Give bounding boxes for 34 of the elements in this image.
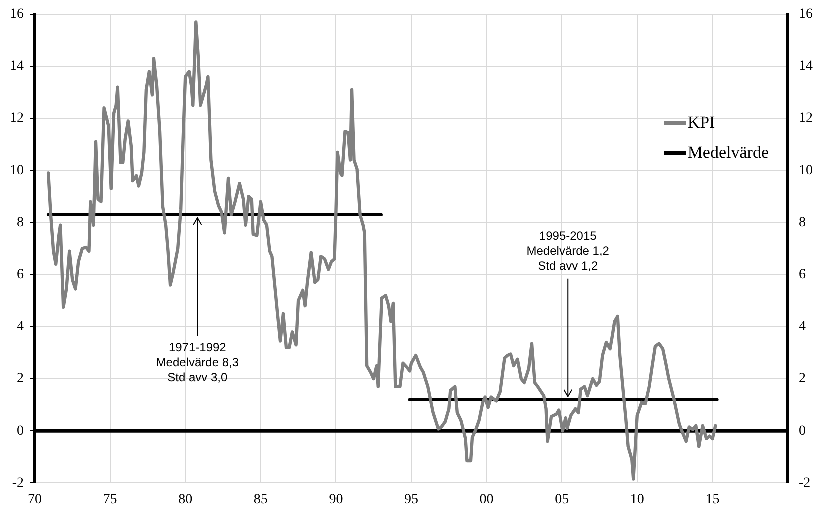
x-tick-label: 10 (630, 492, 644, 508)
annotation: 1995-2015 Medelvärde 1,2 Std avv 1,2 (526, 229, 610, 274)
x-tick-label: 05 (555, 492, 570, 508)
y-tick-label: 10 (10, 163, 24, 178)
y2-tick-label: 2 (799, 372, 806, 387)
y-tick-label: 12 (10, 111, 24, 126)
x-tick-label: 75 (103, 492, 118, 508)
x-tick-label: 15 (706, 492, 720, 508)
y-tick-label: 0 (17, 424, 24, 439)
legend-label: Medelvärde (688, 143, 769, 163)
y2-tick-label: 6 (799, 268, 806, 283)
y2-tick-label: 10 (799, 163, 813, 178)
y2-tick-label: 4 (799, 320, 806, 335)
y-tick-label: 6 (17, 268, 24, 283)
y-tick-label: 14 (10, 59, 24, 74)
y2-tick-label: 12 (799, 111, 813, 126)
y2-tick-label: 8 (799, 215, 806, 230)
y2-tick-label: 14 (799, 59, 813, 74)
x-tick-label: 85 (254, 492, 268, 508)
y-tick-label: 16 (10, 7, 24, 22)
x-tick-label: 95 (404, 492, 418, 508)
legend-label: KPI (688, 113, 716, 133)
y2-tick-label: -2 (799, 476, 811, 491)
x-tick-label: 00 (480, 492, 494, 508)
y-tick-label: 4 (17, 320, 24, 335)
y-tick-label: 8 (17, 215, 24, 230)
y-tick-label: -2 (12, 476, 24, 491)
annotation: 1971-1992 Medelvärde 8,3 Std avv 3,0 (156, 340, 240, 384)
y-tick-label: 2 (17, 372, 24, 387)
x-tick-label: 90 (329, 492, 344, 508)
y2-tick-label: 0 (799, 424, 806, 439)
x-tick-label: 80 (178, 492, 193, 508)
y2-tick-label: 16 (799, 7, 813, 22)
x-tick-label: 70 (28, 492, 42, 508)
